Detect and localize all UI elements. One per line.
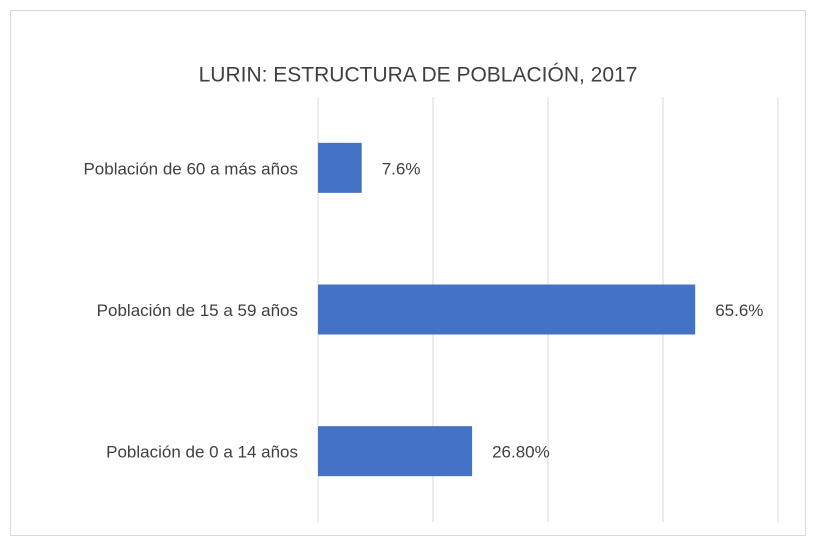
y-tick-label: Población de 0 a 14 años: [106, 443, 298, 462]
bar: [318, 142, 362, 193]
y-tick-label: Población de 15 a 59 años: [97, 301, 298, 320]
bar: [318, 426, 473, 477]
bar: [318, 284, 696, 335]
chart-title: LURIN: ESTRUCTURA DE POBLACIÓN, 2017: [199, 64, 638, 87]
y-tick-label: Población de 60 a más años: [83, 159, 298, 178]
data-label: 26.80%: [492, 443, 550, 462]
data-label: 7.6%: [382, 159, 421, 178]
data-label: 65.6%: [715, 301, 763, 320]
